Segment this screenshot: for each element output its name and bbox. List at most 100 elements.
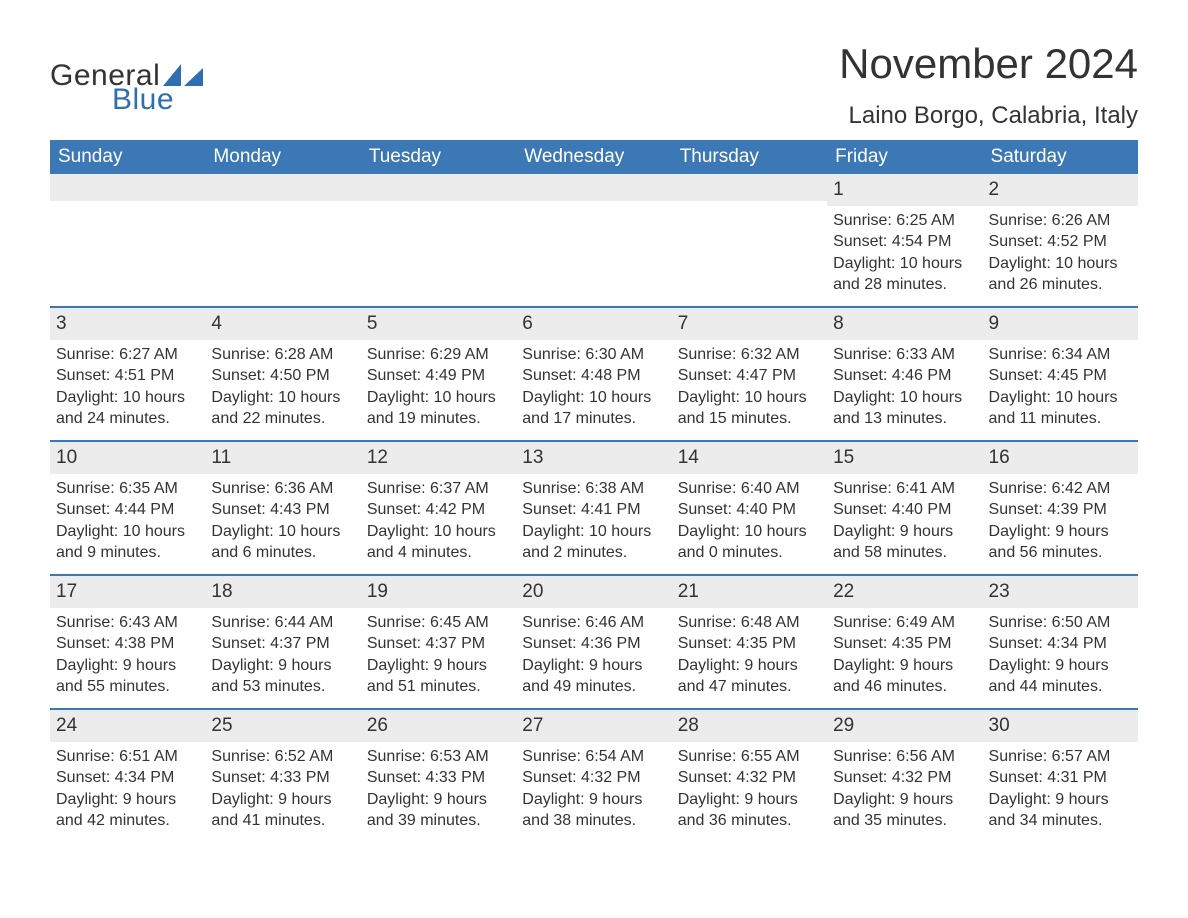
day-number: 11 [205, 442, 360, 474]
sunrise-text: Sunrise: 6:51 AM [56, 746, 199, 768]
daylight-text-2: and 2 minutes. [522, 542, 665, 564]
day-cell [205, 174, 360, 306]
sunset-text: Sunset: 4:38 PM [56, 633, 199, 655]
daylight-text-2: and 55 minutes. [56, 676, 199, 698]
daylight-text-2: and 49 minutes. [522, 676, 665, 698]
day-number [50, 174, 205, 201]
daylight-text-1: Daylight: 10 hours [56, 387, 199, 409]
daylight-text-2: and 42 minutes. [56, 810, 199, 832]
daylight-text-1: Daylight: 9 hours [678, 789, 821, 811]
daylight-text-2: and 9 minutes. [56, 542, 199, 564]
sunrise-text: Sunrise: 6:34 AM [989, 344, 1132, 366]
logo-text-blue: Blue [112, 83, 174, 117]
day-cell: 18Sunrise: 6:44 AMSunset: 4:37 PMDayligh… [205, 576, 360, 708]
sunset-text: Sunset: 4:33 PM [211, 767, 354, 789]
day-number: 29 [827, 710, 982, 742]
daylight-text-2: and 35 minutes. [833, 810, 976, 832]
sunset-text: Sunset: 4:48 PM [522, 365, 665, 387]
day-cell: 17Sunrise: 6:43 AMSunset: 4:38 PMDayligh… [50, 576, 205, 708]
day-number [205, 174, 360, 201]
daylight-text-1: Daylight: 10 hours [678, 521, 821, 543]
daylight-text-1: Daylight: 9 hours [211, 789, 354, 811]
daylight-text-2: and 22 minutes. [211, 408, 354, 430]
daylight-text-1: Daylight: 9 hours [56, 789, 199, 811]
sunset-text: Sunset: 4:47 PM [678, 365, 821, 387]
daylight-text-2: and 39 minutes. [367, 810, 510, 832]
sunrise-text: Sunrise: 6:26 AM [989, 210, 1132, 232]
sunset-text: Sunset: 4:54 PM [833, 231, 976, 253]
sunset-text: Sunset: 4:35 PM [833, 633, 976, 655]
sunrise-text: Sunrise: 6:53 AM [367, 746, 510, 768]
sunrise-text: Sunrise: 6:33 AM [833, 344, 976, 366]
daylight-text-2: and 19 minutes. [367, 408, 510, 430]
daylight-text-2: and 4 minutes. [367, 542, 510, 564]
weeks-container: 1 Sunrise: 6:25 AMSunset: 4:54 PM Daylight… [50, 174, 1138, 842]
day-number: 10 [50, 442, 205, 474]
sunrise-text: Sunrise: 6:32 AM [678, 344, 821, 366]
day-cell: 6Sunrise: 6:30 AMSunset: 4:48 PMDaylight… [516, 308, 671, 440]
day-cell: 24Sunrise: 6:51 AMSunset: 4:34 PMDayligh… [50, 710, 205, 842]
day-cell: 12Sunrise: 6:37 AMSunset: 4:42 PMDayligh… [361, 442, 516, 574]
day-number: 16 [983, 442, 1138, 474]
daylight-text-2: and 34 minutes. [989, 810, 1132, 832]
sunset-text: Sunset: 4:40 PM [678, 499, 821, 521]
day-number: 30 [983, 710, 1138, 742]
sunrise-text: Sunrise: 6:36 AM [211, 478, 354, 500]
sunset-text: Sunset: 4:35 PM [678, 633, 821, 655]
sunset-text: Sunset: 4:36 PM [522, 633, 665, 655]
sunset-text: Sunset: 4:43 PM [211, 499, 354, 521]
day-number: 1 [827, 174, 982, 206]
sunset-text: Sunset: 4:52 PM [989, 231, 1132, 253]
daylight-text-1: Daylight: 9 hours [833, 521, 976, 543]
sunrise-text: Sunrise: 6:38 AM [522, 478, 665, 500]
day-cell [516, 174, 671, 306]
sunset-text: Sunset: 4:33 PM [367, 767, 510, 789]
day-cell: 3Sunrise: 6:27 AMSunset: 4:51 PMDaylight… [50, 308, 205, 440]
weekday-header-cell: Friday [827, 140, 982, 174]
daylight-text-1: Daylight: 10 hours [211, 387, 354, 409]
weekday-header-cell: Sunday [50, 140, 205, 174]
sunrise-text: Sunrise: 6:54 AM [522, 746, 665, 768]
weekday-header-cell: Thursday [672, 140, 827, 174]
weekday-header-row: SundayMondayTuesdayWednesdayThursdayFrid… [50, 140, 1138, 174]
day-number: 13 [516, 442, 671, 474]
day-number: 17 [50, 576, 205, 608]
daylight-text-2: and 41 minutes. [211, 810, 354, 832]
daylight-text-1: Daylight: 9 hours [522, 789, 665, 811]
sunrise-text: Sunrise: 6:42 AM [989, 478, 1132, 500]
daylight-text-1: Daylight: 9 hours [522, 655, 665, 677]
day-cell: 29Sunrise: 6:56 AMSunset: 4:32 PMDayligh… [827, 710, 982, 842]
daylight-text-2: and 0 minutes. [678, 542, 821, 564]
day-number: 2 [983, 174, 1138, 206]
sunrise-text: Sunrise: 6:49 AM [833, 612, 976, 634]
sunset-text: Sunset: 4:39 PM [989, 499, 1132, 521]
day-cell: 4Sunrise: 6:28 AMSunset: 4:50 PMDaylight… [205, 308, 360, 440]
daylight-text-1: Daylight: 10 hours [56, 521, 199, 543]
sunrise-text: Sunrise: 6:25 AM [833, 210, 976, 232]
day-number: 20 [516, 576, 671, 608]
daylight-text-1: Daylight: 10 hours [833, 387, 976, 409]
sunrise-text: Sunrise: 6:56 AM [833, 746, 976, 768]
day-number: 28 [672, 710, 827, 742]
day-number: 27 [516, 710, 671, 742]
sunset-text: Sunset: 4:37 PM [367, 633, 510, 655]
sunset-text: Sunset: 4:42 PM [367, 499, 510, 521]
day-number: 26 [361, 710, 516, 742]
daylight-text-1: Daylight: 9 hours [833, 789, 976, 811]
sunrise-text: Sunrise: 6:48 AM [678, 612, 821, 634]
daylight-text-1: Daylight: 9 hours [833, 655, 976, 677]
sunrise-text: Sunrise: 6:43 AM [56, 612, 199, 634]
day-cell: 28Sunrise: 6:55 AMSunset: 4:32 PMDayligh… [672, 710, 827, 842]
daylight-text-2: and 26 minutes. [989, 274, 1132, 296]
sunset-text: Sunset: 4:44 PM [56, 499, 199, 521]
weekday-header-cell: Saturday [983, 140, 1138, 174]
sunrise-text: Sunrise: 6:35 AM [56, 478, 199, 500]
day-number: 18 [205, 576, 360, 608]
day-number: 7 [672, 308, 827, 340]
daylight-text-2: and 56 minutes. [989, 542, 1132, 564]
week-row: 24Sunrise: 6:51 AMSunset: 4:34 PMDayligh… [50, 708, 1138, 842]
day-number: 19 [361, 576, 516, 608]
sunrise-text: Sunrise: 6:45 AM [367, 612, 510, 634]
daylight-text-1: Daylight: 10 hours [522, 387, 665, 409]
sunset-text: Sunset: 4:45 PM [989, 365, 1132, 387]
